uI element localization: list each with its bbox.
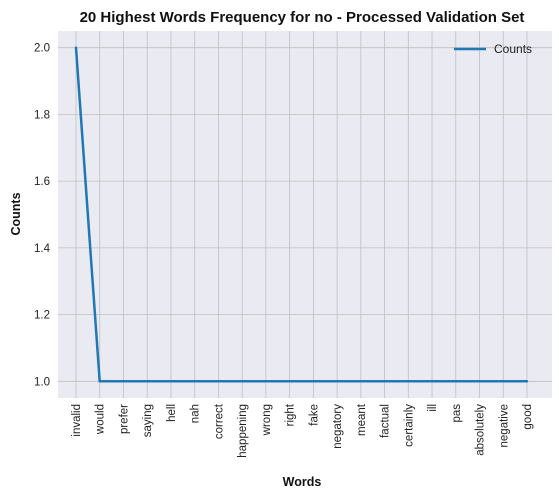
data-point bbox=[430, 380, 434, 383]
y-tick-label: 1.8 bbox=[34, 109, 50, 121]
x-tick-label: negative bbox=[498, 404, 510, 447]
data-point bbox=[407, 380, 410, 383]
grid bbox=[58, 31, 552, 398]
legend-label-counts: Counts bbox=[494, 42, 532, 56]
legend: Counts bbox=[454, 42, 532, 56]
y-tick-label: 1.4 bbox=[34, 243, 51, 255]
data-point bbox=[98, 380, 101, 383]
data-point bbox=[312, 380, 315, 383]
data-point bbox=[264, 380, 268, 383]
x-tick-label: certainly bbox=[403, 404, 415, 447]
data-point bbox=[478, 380, 481, 383]
x-tick-label: right bbox=[285, 403, 297, 426]
x-tick-label: negatory bbox=[332, 404, 344, 449]
x-tick-label: wrong bbox=[261, 404, 273, 436]
x-tick-label: nah bbox=[190, 404, 202, 423]
x-axis-label: Words bbox=[283, 475, 322, 489]
x-tick-label: saying bbox=[142, 404, 154, 437]
data-point bbox=[288, 380, 291, 383]
x-tick-label: factual bbox=[380, 404, 392, 438]
series-layer bbox=[74, 46, 529, 383]
x-tick-label: happening bbox=[237, 404, 249, 458]
data-point bbox=[383, 380, 386, 383]
x-tick-label: good bbox=[522, 404, 534, 430]
data-point bbox=[146, 380, 149, 383]
x-axis-ticks: invalid would prefer saying hell nah correct ha… bbox=[71, 403, 534, 458]
y-axis-ticks: 1.0 1.2 1.4 1.6 1.8 2.0 bbox=[34, 43, 51, 389]
plot-area bbox=[58, 31, 552, 398]
x-tick-label: prefer bbox=[118, 404, 130, 434]
y-axis-label: Counts bbox=[9, 192, 23, 235]
data-point bbox=[122, 380, 125, 383]
x-tick-label: hell bbox=[166, 404, 178, 422]
data-point bbox=[74, 46, 78, 49]
data-point bbox=[240, 380, 244, 383]
series-line-counts bbox=[74, 47, 527, 383]
data-point bbox=[454, 380, 457, 383]
data-point bbox=[502, 380, 505, 383]
data-point bbox=[335, 380, 339, 383]
chart-title: 20 Highest Words Frequency for no - Proc… bbox=[80, 9, 525, 26]
data-point bbox=[359, 380, 363, 383]
data-point bbox=[193, 380, 196, 383]
x-tick-label: would bbox=[95, 404, 107, 435]
y-tick-label: 1.6 bbox=[34, 176, 50, 188]
data-point bbox=[169, 380, 173, 383]
y-tick-label: 2.0 bbox=[34, 43, 50, 55]
x-tick-label: fake bbox=[308, 404, 320, 426]
y-tick-label: 1.2 bbox=[34, 310, 50, 322]
x-tick-label: pas bbox=[451, 404, 463, 423]
y-tick-label: 1.0 bbox=[34, 376, 50, 388]
x-tick-label: meant bbox=[356, 403, 368, 436]
x-tick-label: ill bbox=[427, 404, 439, 412]
x-tick-label: correct bbox=[213, 403, 225, 439]
data-point bbox=[217, 380, 220, 383]
data-point bbox=[525, 380, 529, 383]
x-tick-label: absolutely bbox=[475, 404, 487, 456]
x-tick-label: invalid bbox=[71, 404, 83, 437]
